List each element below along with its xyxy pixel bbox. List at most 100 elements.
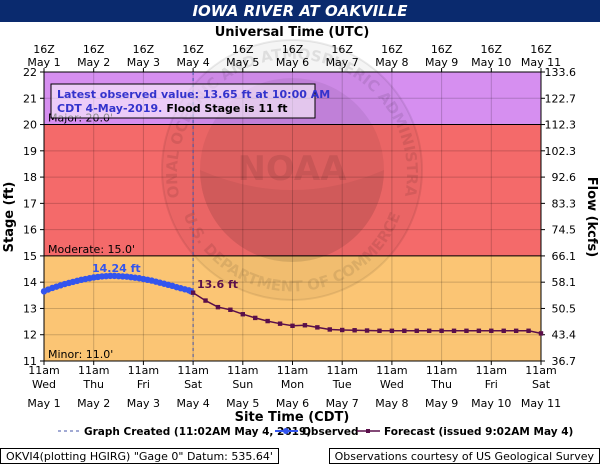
labels: Major: 20.0'Moderate: 15.0'Minor: 11.0'1… <box>2 25 599 438</box>
forecast-point <box>277 321 283 326</box>
utc-tick-label-hour: 16Z <box>133 43 155 56</box>
cdt-tick-label-time: 11am <box>376 364 407 377</box>
forecast-point <box>538 331 544 336</box>
flow-tick-label: 58.1 <box>552 276 577 289</box>
zone-band <box>44 255 541 361</box>
cdt-tick-label-time: 11am <box>28 364 59 377</box>
bottom-axis-title: Site Time (CDT) <box>235 410 350 425</box>
left-axis-title: Stage (ft) <box>2 182 17 253</box>
flow-tick-label: 122.7 <box>545 92 577 105</box>
cdt-tick-label-date: May 11 <box>521 397 561 410</box>
zone-band <box>44 124 541 256</box>
forecast-point <box>377 328 382 333</box>
flow-tick-label: 133.6 <box>545 66 577 79</box>
flow-tick-label: 102.3 <box>545 145 577 158</box>
cdt-tick-label-date: May 10 <box>471 397 511 410</box>
cdt-tick-label-date: May 4 <box>176 397 209 410</box>
stage-tick-label: 16 <box>23 224 37 237</box>
cdt-tick-label-date: May 5 <box>226 397 259 410</box>
stage-tick-label: 17 <box>23 197 37 210</box>
axes <box>40 68 545 365</box>
forecast-point <box>526 328 531 333</box>
flow-tick-label: 66.1 <box>552 250 577 263</box>
zone-label: Moderate: 15.0' <box>48 243 135 256</box>
utc-tick-label-hour: 16Z <box>331 43 353 56</box>
stage-tick-label: 13 <box>23 302 37 315</box>
utc-tick-label-date: May 5 <box>226 56 259 69</box>
cdt-tick-label-date: May 6 <box>276 397 309 410</box>
flow-tick-label: 43.4 <box>552 329 577 342</box>
flow-tick-label: 83.3 <box>552 197 577 210</box>
peak-annotation: 14.24 ft <box>92 262 141 275</box>
cdt-tick-label-time: 11am <box>227 364 258 377</box>
legend-observed-label: Observed <box>302 426 358 438</box>
forecast-point <box>402 328 407 333</box>
footer-datum: OKVI4(plotting HGIRG) "Gage 0" Datum: 53… <box>0 448 279 464</box>
stage-tick-label: 14 <box>23 276 37 289</box>
chart-title: IOWA RIVER AT OAKVILLE <box>192 2 408 20</box>
forecast-point <box>228 307 233 312</box>
flow-tick-label: 112.3 <box>545 119 577 132</box>
utc-tick-label-hour: 16Z <box>33 43 55 56</box>
forecast-point <box>439 328 444 333</box>
forecast-point <box>426 328 432 333</box>
cdt-tick-label-day: Thu <box>430 378 452 391</box>
cdt-tick-label-time: 11am <box>326 364 357 377</box>
forecast-point <box>464 328 469 333</box>
utc-tick-label-date: May 8 <box>375 56 408 69</box>
cdt-tick-label-day: Tue <box>332 378 352 391</box>
utc-tick-label-date: May 6 <box>276 56 309 69</box>
forecast-point <box>352 328 357 333</box>
utc-tick-label-hour: 16Z <box>282 43 304 56</box>
forecast-start-annotation: 13.6 ft <box>197 278 238 291</box>
info-box <box>50 83 316 119</box>
flow-tick-label: 50.5 <box>552 302 577 315</box>
forecast-point <box>389 328 395 333</box>
utc-tick-label-hour: 16Z <box>481 43 503 56</box>
forecast-point <box>290 323 295 328</box>
forecast-point <box>203 298 208 303</box>
utc-tick-label-date: May 10 <box>471 56 511 69</box>
stage-tick-label: 22 <box>23 66 37 79</box>
forecast-point <box>215 304 221 310</box>
info-box-line1: Latest observed value: 13.65 ft at 10:00… <box>57 88 330 101</box>
cdt-tick-label-day: Wed <box>380 378 404 391</box>
utc-tick-label-date: May 1 <box>27 56 60 69</box>
utc-tick-label-hour: 16Z <box>83 43 105 56</box>
forecast-point <box>190 290 196 295</box>
utc-tick-label-hour: 16Z <box>431 43 453 56</box>
cdt-tick-label-date: May 3 <box>127 397 160 410</box>
utc-tick-label-date: May 3 <box>127 56 160 69</box>
forecast-point <box>315 325 320 330</box>
utc-tick-label-hour: 16Z <box>232 43 254 56</box>
utc-tick-label-date: May 11 <box>521 56 561 69</box>
cdt-tick-label-time: 11am <box>525 364 556 377</box>
cdt-tick-label-day: Fri <box>485 378 498 391</box>
cdt-tick-label-day: Sat <box>184 378 203 391</box>
gridlines <box>44 72 541 361</box>
stage-tick-label: 20 <box>23 119 37 132</box>
stage-tick-label: 21 <box>23 92 37 105</box>
cdt-tick-label-time: 11am <box>128 364 159 377</box>
stage-tick-label: 11 <box>23 355 37 368</box>
flow-tick-label: 36.7 <box>552 355 577 368</box>
utc-tick-label-date: May 2 <box>77 56 110 69</box>
utc-tick-label-hour: 16Z <box>182 43 204 56</box>
cdt-tick-label-date: May 2 <box>77 397 110 410</box>
right-axis-title: Flow (kcfs) <box>584 177 599 257</box>
cdt-tick-label-date: May 8 <box>375 397 408 410</box>
utc-tick-label-date: May 7 <box>326 56 359 69</box>
forecast-point <box>327 327 332 332</box>
flow-tick-label: 74.5 <box>552 224 577 237</box>
utc-tick-label-hour: 16Z <box>530 43 552 56</box>
cdt-tick-label-time: 11am <box>476 364 507 377</box>
watermark-logo-text: NOAA <box>237 149 347 189</box>
series-layer <box>40 72 544 361</box>
cdt-tick-label-time: 11am <box>426 364 457 377</box>
cdt-tick-label-day: Sun <box>232 378 253 391</box>
legend-forecast-label: Forecast (issued 9:02AM May 4) <box>384 426 573 438</box>
stage-tick-label: 18 <box>23 171 37 184</box>
info-box-flood-stage: Flood Stage is 11 ft <box>166 102 287 115</box>
cdt-tick-label-day: Wed <box>32 378 56 391</box>
